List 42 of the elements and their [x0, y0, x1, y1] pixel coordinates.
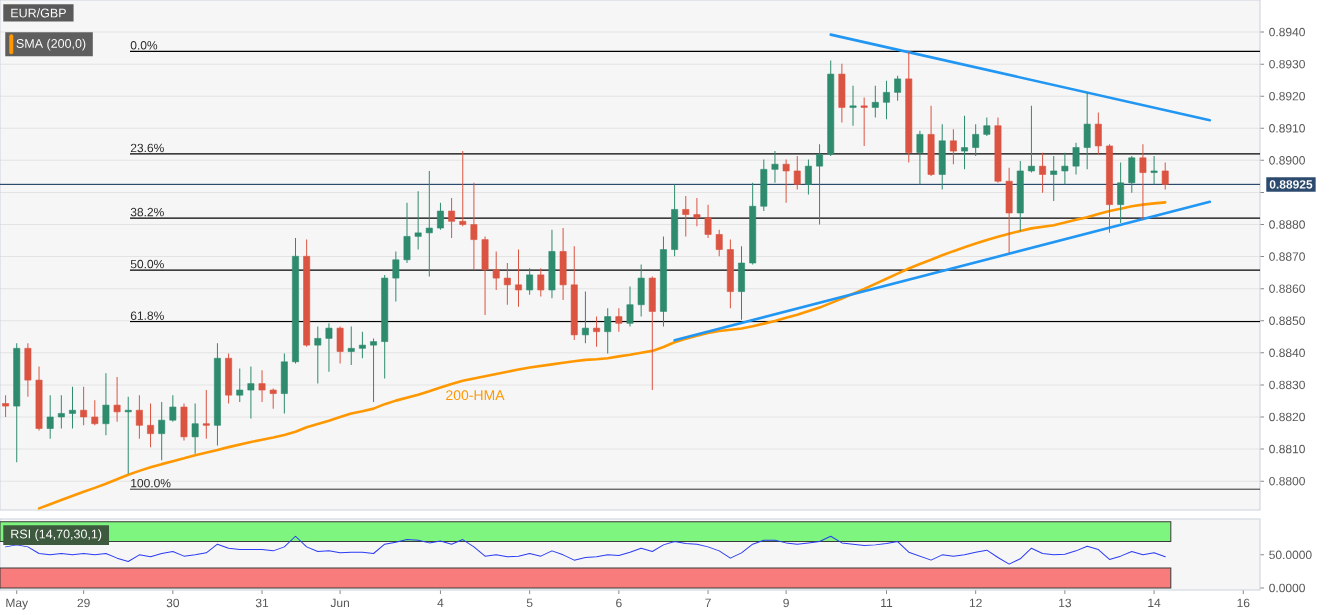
y-tick-label: 0.8800: [1269, 476, 1305, 486]
x-tick-label: Jun: [330, 598, 349, 608]
text: EUR/GBP: [11, 8, 66, 18]
annotation: 50.0%: [130, 259, 164, 269]
y-tick-label: 0.8820: [1269, 412, 1305, 422]
x-tick-label: 13: [1059, 598, 1072, 608]
x-tick-label: 4: [437, 598, 444, 607]
y-tick-label: 0.8850: [1269, 316, 1305, 326]
x-tick-label: May: [6, 598, 29, 610]
x-tick-label: 14: [1148, 598, 1161, 607]
y-tick-label: 0.8940: [1269, 27, 1305, 37]
y-tick-label: 0.8860: [1269, 284, 1305, 293]
y-tick-label: 0.8870: [1269, 252, 1305, 261]
text: RSI (14,70,30,1): [11, 529, 102, 541]
annotation: 61.8%: [130, 311, 164, 320]
y-tick-label: 0.8880: [1269, 220, 1305, 229]
legend-label: SMA (200,0): [16, 38, 86, 51]
y-tick-label: 0.8830: [1269, 380, 1305, 390]
x-tick-label: 30: [166, 598, 180, 608]
annotation: 23.6%: [130, 143, 164, 153]
ref-line-label: 0.88925: [1269, 180, 1313, 189]
annotation: 100.0%: [131, 478, 171, 488]
x-tick-label: 29: [77, 598, 90, 608]
annotation: 0.0%: [130, 41, 158, 50]
x-tick-label: 12: [969, 598, 982, 608]
y-tick-label: 0.0000: [1269, 583, 1305, 593]
x-tick-label: 31: [255, 598, 269, 608]
y-tick-label: 0.8930: [1269, 59, 1305, 69]
annotation: 200-HMA: [446, 390, 505, 401]
y-tick-label: 0.8810: [1269, 444, 1305, 454]
y-tick-label: 0.8920: [1269, 91, 1305, 101]
x-tick-label: 11: [881, 598, 893, 607]
x-tick-label: 5: [526, 598, 533, 608]
x-tick-label: 9: [783, 598, 789, 608]
x-tick-label: 6: [616, 598, 622, 608]
x-tick-label: 16: [1237, 598, 1250, 608]
y-tick-label: 0.8910: [1269, 124, 1305, 133]
y-tick-label: 0.8840: [1269, 348, 1305, 358]
x-tick-label: 7: [705, 598, 711, 607]
annotation: 38.2%: [130, 207, 164, 217]
y-tick-label: 50.0000: [1269, 550, 1312, 560]
y-tick-label: 0.8900: [1269, 156, 1305, 165]
